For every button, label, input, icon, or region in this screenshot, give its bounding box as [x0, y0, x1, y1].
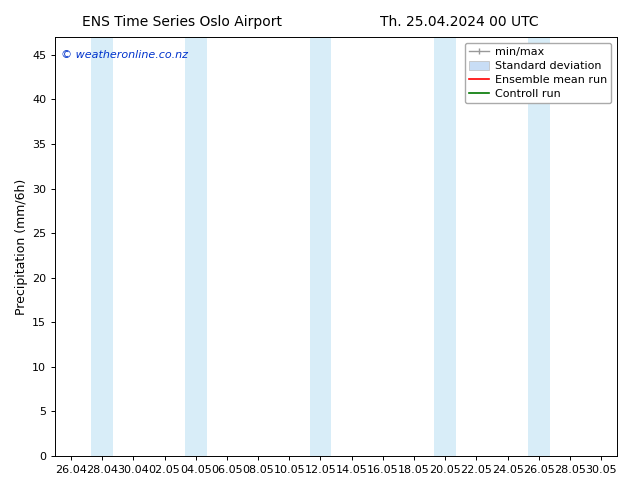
- Bar: [102, 37, 113, 456]
- Text: Th. 25.04.2024 00 UTC: Th. 25.04.2024 00 UTC: [380, 15, 539, 29]
- Bar: [184, 37, 196, 456]
- Bar: [528, 37, 539, 456]
- Bar: [196, 37, 207, 456]
- Bar: [539, 37, 550, 456]
- Bar: [309, 37, 320, 456]
- Y-axis label: Precipitation (mm/6h): Precipitation (mm/6h): [15, 178, 28, 315]
- Bar: [434, 37, 445, 456]
- Bar: [320, 37, 332, 456]
- Bar: [445, 37, 456, 456]
- Text: ENS Time Series Oslo Airport: ENS Time Series Oslo Airport: [82, 15, 282, 29]
- Legend: min/max, Standard deviation, Ensemble mean run, Controll run: min/max, Standard deviation, Ensemble me…: [465, 43, 611, 103]
- Bar: [91, 37, 102, 456]
- Text: © weatheronline.co.nz: © weatheronline.co.nz: [61, 49, 188, 60]
